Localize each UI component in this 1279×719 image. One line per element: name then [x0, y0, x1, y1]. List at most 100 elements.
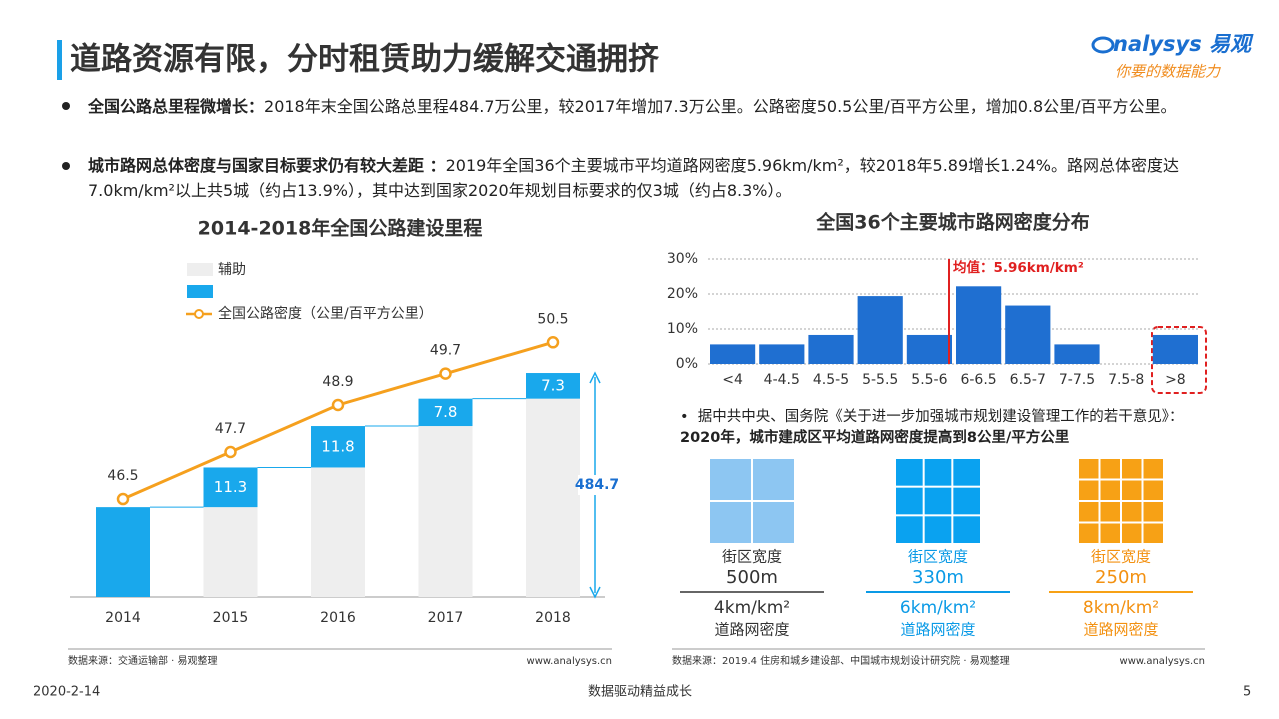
- bar: [956, 286, 1002, 364]
- block-label: 街区宽度: [722, 548, 782, 566]
- bar: [96, 507, 150, 597]
- bar: [526, 398, 580, 597]
- x-tick-label: <4: [722, 372, 743, 388]
- x-tick-label: >8: [1165, 372, 1186, 388]
- bar: [1152, 334, 1198, 364]
- data-label: 49.7: [430, 343, 461, 359]
- bullet-text: 2018年末全国公路总里程484.7万公里，较2017年增加7.3万公里。公路密…: [264, 97, 1177, 116]
- page-number: 5: [1243, 685, 1251, 700]
- y-tick-label: 10%: [667, 321, 698, 337]
- annotation: 均值：5.96km/km²: [953, 259, 1084, 276]
- bullet: 城市路网总体密度与国家目标要求仍有较大差距 ：2019年全国36个主要城市平均道…: [88, 153, 1213, 203]
- bullet: 全国公路总里程微增长：2018年末全国公路总里程484.7万公里，较2017年增…: [88, 94, 1203, 119]
- grid-cell: [924, 459, 952, 486]
- y-tick-label: 0%: [676, 356, 698, 372]
- grid-cell: [953, 459, 980, 486]
- grid-cell: [1100, 480, 1120, 500]
- grid-cell: [1122, 502, 1142, 522]
- annotation: 484.7: [575, 477, 619, 493]
- bar: [311, 467, 365, 597]
- grid-cell: [1122, 459, 1142, 479]
- data-label: 47.7: [215, 421, 246, 437]
- x-tick-label: 5.5-6: [911, 372, 947, 388]
- y-tick-label: 20%: [667, 286, 698, 302]
- x-tick-label: 2015: [213, 610, 249, 626]
- chart-title: 全国36个主要城市路网密度分布: [815, 211, 1089, 234]
- block-label: 街区宽度: [1091, 548, 1151, 566]
- legend-point: [194, 309, 204, 319]
- block-density: 4km/km²: [714, 598, 790, 618]
- data-label: 46.5: [107, 468, 138, 484]
- note-text: 据中共中央、国务院《关于进一步加强城市规划建设管理工作的若干意见》：: [697, 409, 1184, 425]
- date: 2020-2-14: [33, 685, 100, 700]
- x-tick-label: 2016: [320, 610, 356, 626]
- grid-cell: [896, 516, 923, 543]
- bar: [1005, 305, 1051, 364]
- bar: [808, 334, 854, 364]
- bar: [311, 426, 365, 468]
- block-size: 330m: [912, 567, 964, 588]
- grid-cell: [753, 502, 794, 543]
- data-label: 7.3: [541, 376, 565, 394]
- grid-cell: [953, 516, 980, 543]
- chart-title: 2014-2018年全国公路建设里程: [198, 217, 483, 240]
- arrow-head: [589, 371, 601, 599]
- x-tick-label: 4-4.5: [764, 372, 800, 388]
- highlight-box: [1151, 326, 1207, 394]
- legend-label: 全国公路密度（公里/百平方公里）: [218, 305, 433, 322]
- data-label: 11.8: [321, 437, 354, 455]
- grid-cell: [1079, 502, 1099, 522]
- bullet-dot: [62, 102, 70, 110]
- bullet-lead: 全国公路总里程微增长：: [88, 97, 265, 116]
- data-label: 50.5: [537, 311, 568, 327]
- point: [331, 398, 345, 412]
- grid-cell: [1122, 480, 1142, 500]
- x-tick-label: 5-5.5: [862, 372, 898, 388]
- block-size: 250m: [1095, 567, 1147, 588]
- point: [116, 492, 130, 506]
- site: www.analysys.cn: [1120, 656, 1205, 667]
- bar: [1054, 344, 1100, 364]
- grid-cell: [1100, 523, 1120, 543]
- x-tick-label: 7-7.5: [1059, 372, 1095, 388]
- x-tick-label: 2014: [105, 610, 141, 626]
- block-density-label: 道路网密度: [714, 621, 789, 639]
- data-label: 7.8: [434, 403, 458, 421]
- data-label: 11.3: [214, 478, 247, 496]
- block-density: 8km/km²: [1083, 598, 1159, 618]
- bar: [710, 344, 756, 364]
- block-density: 6km/km²: [900, 598, 976, 618]
- source: 数据来源：交通运输部 · 易观整理: [68, 654, 218, 667]
- grid-cell: [1143, 502, 1163, 522]
- grid-cell: [1079, 523, 1099, 543]
- title: 道路资源有限，分时租赁助力缓解交通拥挤: [70, 42, 660, 78]
- grid-cell: [1143, 523, 1163, 543]
- grid-cell: [1143, 459, 1163, 479]
- grid-cell: [924, 516, 952, 543]
- grid-cell: [710, 502, 751, 543]
- grid-cell: [953, 487, 980, 515]
- grid-cell: [896, 459, 923, 486]
- point: [546, 336, 560, 349]
- x-tick-label: 7.5-8: [1108, 372, 1144, 388]
- label-bg: [578, 475, 618, 496]
- bar: [526, 373, 580, 399]
- block-density-label: 道路网密度: [900, 621, 975, 639]
- grid-cell: [710, 459, 751, 500]
- block-size: 500m: [726, 567, 778, 588]
- note: • 据中共中央、国务院《关于进一步加强城市规划建设管理工作的若干意见》：2020…: [680, 409, 1184, 446]
- grid-cell: [1079, 480, 1099, 500]
- x-tick-label: 6-6.5: [960, 372, 996, 388]
- y-tick-label: 30%: [667, 251, 698, 267]
- point: [439, 367, 452, 380]
- legend-label: 辅助: [218, 262, 246, 278]
- logo: nalysys 易观: [1113, 32, 1254, 56]
- logo-mark: [1091, 36, 1115, 54]
- bar: [418, 426, 473, 597]
- grid-cell: [896, 487, 923, 515]
- x-tick-label: 2018: [535, 610, 571, 626]
- legend-swatch: [187, 285, 213, 298]
- site: www.analysys.cn: [527, 656, 612, 667]
